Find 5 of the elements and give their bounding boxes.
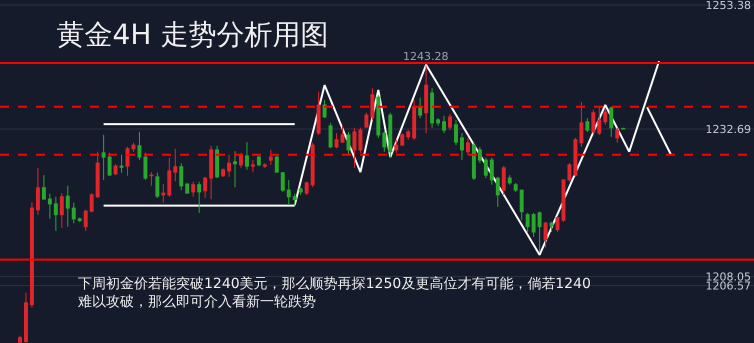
annotation: 下周初金价若能突破1240美元，那么顺势再探1250及更高位才有可能，倘若1240 难以攻破，那么即可介入看新一轮跌势 [77,276,591,310]
y-tick-label: 1232.69 [706,122,751,136]
annotation: 1243.28 [403,50,448,63]
text: 黄金4H 走势分析用图 [56,18,328,52]
y-tick-label: 1253.38 [706,0,751,12]
